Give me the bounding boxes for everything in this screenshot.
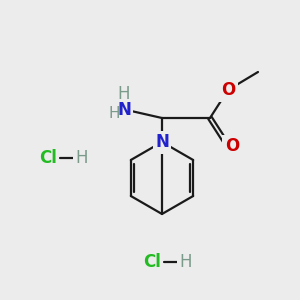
Text: N: N — [155, 133, 169, 151]
Text: H: H — [108, 106, 120, 121]
Text: Cl: Cl — [39, 149, 57, 167]
Text: H: H — [118, 85, 130, 103]
Text: H: H — [180, 253, 192, 271]
Text: Cl: Cl — [143, 253, 161, 271]
Text: O: O — [225, 137, 239, 155]
Text: O: O — [221, 81, 235, 99]
Text: N: N — [117, 101, 131, 119]
Text: H: H — [76, 149, 88, 167]
